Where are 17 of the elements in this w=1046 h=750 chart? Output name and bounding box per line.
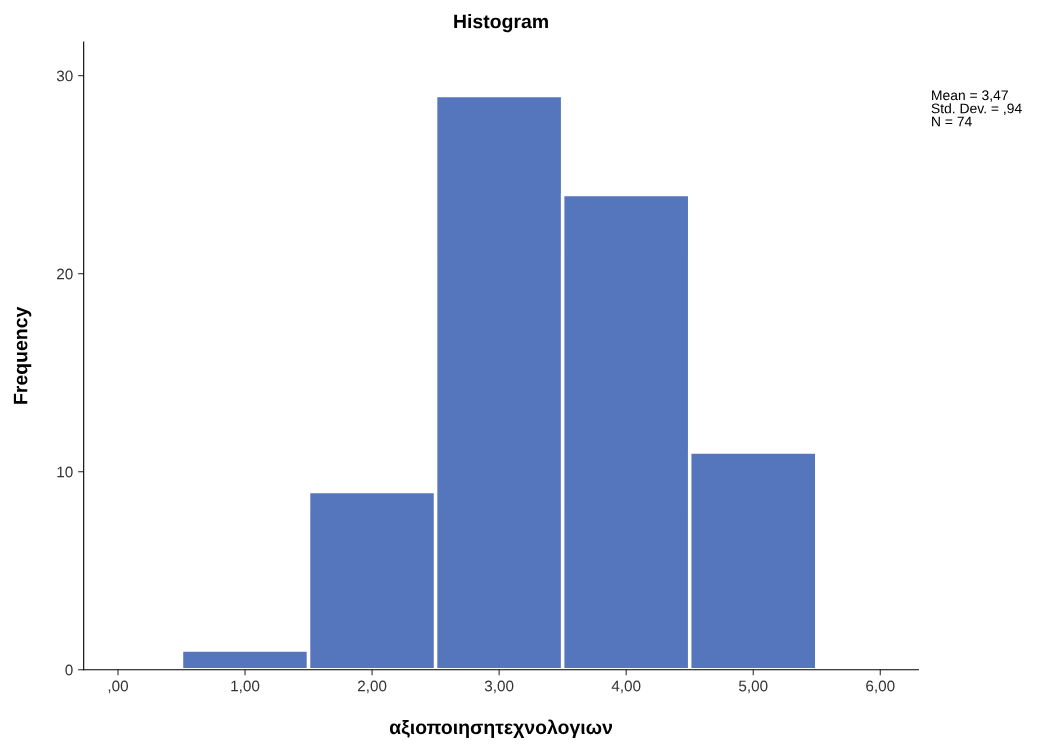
text: Std. Dev. = ,94 [931, 103, 1022, 115]
y-tick-label: 10 [57, 466, 73, 478]
y-tick-label: 0 [65, 664, 73, 676]
x-tick-label: 4,00 [611, 680, 641, 694]
x-tick-label: 5,00 [738, 680, 768, 694]
x-axis-title: αξιοποιησητεχνολογιων [389, 719, 613, 739]
y-axis-title: Frequency [13, 306, 32, 404]
text: N = 74 [932, 116, 972, 127]
x-tick-label: 2,00 [357, 680, 387, 694]
x-tick-label: 6,00 [866, 680, 895, 694]
y-tick-label: 30 [56, 70, 73, 82]
text: Mean = 3,47 [932, 90, 1008, 102]
x-tick-label: 1,00 [231, 680, 260, 694]
y-tick-label: 20 [57, 268, 73, 280]
x-tick-label: ,00 [108, 680, 129, 694]
chart-title: Histogram [454, 14, 548, 33]
x-tick-label: 3,00 [484, 680, 514, 694]
